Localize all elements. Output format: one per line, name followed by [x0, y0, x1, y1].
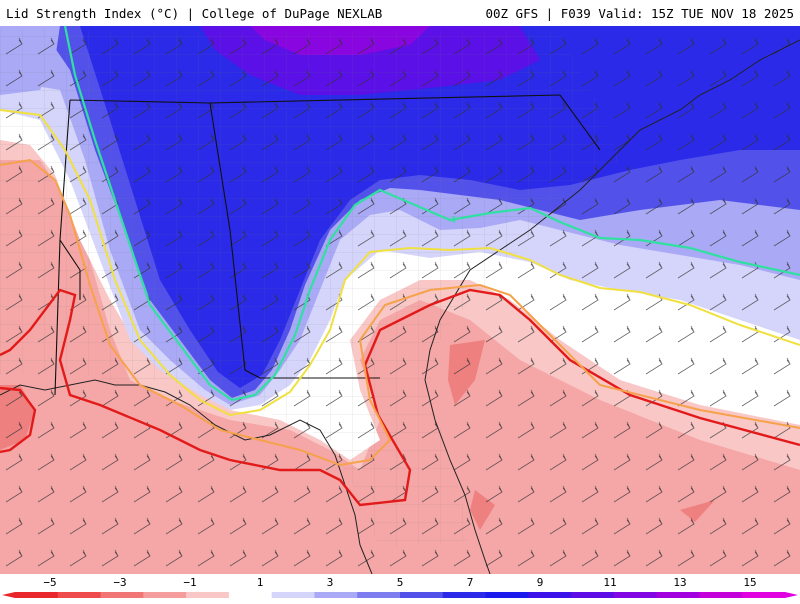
colorbar-swatch: [656, 592, 700, 598]
colorbar-swatch: [314, 592, 358, 598]
colorbar-swatch: [699, 592, 743, 598]
state-borders: [54, 94, 601, 396]
map-panel[interactable]: 4: [0, 26, 800, 574]
colorbar-tick-label: 1: [257, 576, 264, 589]
colorbar-swatch: [442, 592, 487, 598]
colorbar-tick-label: −3: [113, 576, 126, 589]
colorbar-swatch: [742, 592, 786, 598]
colorbar-tick-label: 11: [603, 576, 616, 589]
coastline: [424, 39, 800, 574]
contour-label: 4: [450, 215, 456, 226]
colorbar-swatch: [57, 592, 102, 598]
contour-teal: [63, 26, 800, 402]
header: Lid Strength Index (°C) | College of DuP…: [0, 0, 800, 26]
contour-red: [0, 288, 800, 507]
contour-yellow: [0, 109, 800, 417]
colorbar-left-arrow: [2, 592, 15, 598]
colorbar-swatch: [528, 592, 572, 598]
colorbar-tick-label: 7: [467, 576, 474, 589]
colorbar-tick-label: −1: [183, 576, 196, 589]
colorbar-tick-label: 3: [327, 576, 334, 589]
colorbar-tick-label: 9: [537, 576, 544, 589]
colorbar-swatch: [400, 592, 444, 598]
map-title: Lid Strength Index (°C) | College of DuP…: [6, 6, 383, 21]
colorbar-swatch: [613, 592, 658, 598]
colorbar: −5 −3 −1 1 3 5 7 9 11 13 15: [0, 574, 800, 600]
colorbar-tick-label: −5: [43, 576, 56, 589]
colorbar-swatches: [2, 592, 798, 598]
colorbar-swatch: [357, 592, 401, 598]
colorbar-tick-label: 15: [743, 576, 756, 589]
colorbar-tick-label: 5: [397, 576, 404, 589]
colorbar-swatch: [143, 592, 187, 598]
colorbar-tick-label: 13: [673, 576, 686, 589]
colorbar-swatch: [100, 592, 144, 598]
map-svg: 4: [0, 26, 800, 574]
contour-orange: [0, 158, 800, 467]
colorbar-swatch: [228, 592, 273, 598]
contour-red-island: [0, 386, 37, 454]
colorbar-labels: −5 −3 −1 1 3 5 7 9 11 13 15: [43, 576, 756, 589]
colorbar-swatch: [271, 592, 315, 598]
colorbar-swatch: [485, 592, 529, 598]
colorbar-right-arrow: [785, 592, 798, 598]
colorbar-svg: −5 −3 −1 1 3 5 7 9 11 13 15: [2, 576, 798, 598]
colorbar-swatch: [186, 592, 230, 598]
colorbar-swatch: [15, 592, 59, 598]
colorbar-swatch: [571, 592, 615, 598]
model-run-info: 00Z GFS | F039 Valid: 15Z TUE NOV 18 202…: [485, 6, 794, 21]
